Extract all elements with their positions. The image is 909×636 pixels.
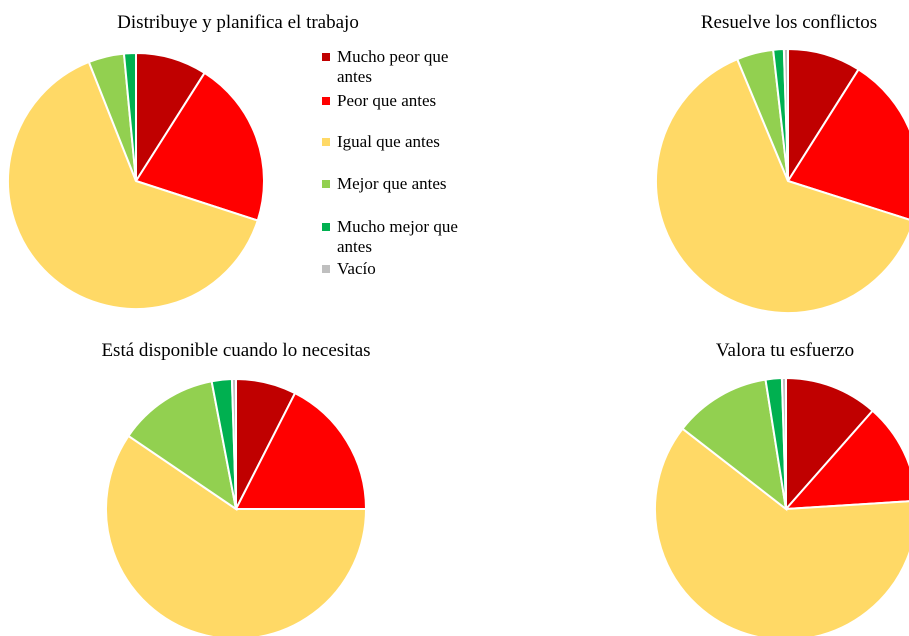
legend-item-mucho-peor: Mucho peor que antes (322, 47, 487, 87)
legend-swatch (322, 97, 330, 105)
pie-slice-4-mucho-peor-que-antes (785, 376, 875, 512)
legend-label: Mucho mejor que antes (337, 217, 458, 256)
pie-slice-2-peor-que-antes (786, 68, 909, 221)
pie-slice-4-vacio (780, 376, 787, 510)
legend-item-igual: Igual que antes (322, 132, 487, 152)
legend-label: Igual que antes (337, 132, 440, 151)
pie-slice-4-mejor-que-antes (681, 378, 788, 512)
chart-title-valora: Valora tu esfuerzo (715, 340, 855, 361)
legend-swatch (322, 223, 330, 231)
legend-item-peor: Peor que antes (322, 91, 487, 111)
legend-item-mejor: Mejor que antes (322, 174, 487, 194)
legend-swatch (322, 265, 330, 273)
chart-title-distribuye: Distribuye y planifica el trabajo (117, 12, 359, 33)
legend-item-vacio: Vacío (322, 259, 487, 279)
pie-slice-1-peor-que-antes (134, 71, 265, 222)
pie-slice-3-vacio (230, 377, 237, 510)
pie-slice-2-igual-que-antes (655, 57, 909, 314)
pie-slice-1-mucho-mejor-que-antes (122, 51, 137, 182)
legend-label: Peor que antes (337, 91, 437, 110)
chart-title-resuelve: Resuelve los conflictos (700, 12, 878, 33)
pie-slice-4-igual-que-antes (654, 427, 909, 636)
legend-label: Mejor que antes (337, 174, 447, 193)
legend-swatch (322, 138, 330, 146)
legend-label: Mucho peor que antes (337, 47, 449, 86)
chart-title-disponible: Está disponible cuando lo necesitas (101, 340, 371, 361)
legend-item-mucho-mejor: Mucho mejor que antes (322, 217, 487, 257)
pie-slice-3-mejor-que-antes (127, 380, 238, 512)
pie-slice-4-peor-que-antes (783, 409, 909, 511)
legend-label: Vacío (337, 259, 376, 278)
pie-slice-1-igual-que-antes (7, 60, 260, 310)
pie-slice-2-vacio (782, 47, 789, 182)
pie-slice-3-peor-que-antes (234, 391, 368, 510)
legend-swatch (322, 180, 330, 188)
pie-slice-3-igual-que-antes (105, 434, 368, 636)
legend-swatch (322, 53, 330, 61)
